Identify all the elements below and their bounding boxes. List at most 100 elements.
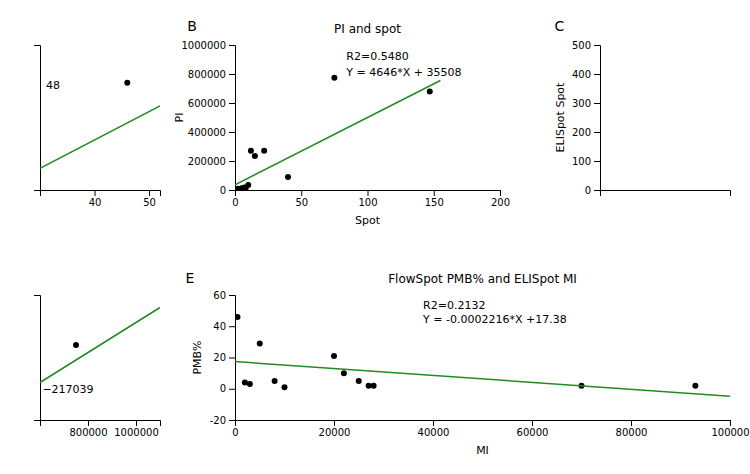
x-axis: 4050 [41,190,161,208]
y-tick-mark [229,420,235,421]
point [285,174,291,180]
y-tick: 300 [572,98,600,109]
annotation: R2=0.2132 [423,299,485,312]
x-tick-mark [334,420,335,426]
point [261,148,267,154]
y-tick-label: 0 [220,185,226,196]
x-axis [601,191,731,197]
annotation: −217039 [42,383,93,396]
point [331,75,337,81]
panel: 8000001000000 −217039 [34,296,161,439]
point [235,314,240,320]
plot-area [40,308,160,383]
y-tick: 400000 [188,127,235,138]
x-tick: 0 [232,420,238,438]
x-axis-line [41,421,161,427]
point [257,340,263,346]
panel-label: C [555,18,565,34]
x-tick-mark [631,420,632,426]
x-axis-title: Spot [355,214,381,227]
y-tick-label: 0 [220,383,226,394]
y-axis-line [34,46,41,191]
x-tick: 0 [232,190,238,208]
fit-line [40,106,160,168]
point [252,153,258,159]
y-tick: 800000 [188,69,235,80]
y-tick-label: 200000 [188,156,226,167]
x-tick: 100000 [711,420,749,438]
y-tick-mark [229,161,235,162]
x-tick: 150 [425,190,444,208]
y-tick-label: 1000000 [181,40,226,51]
y-tick-label: 300 [572,98,591,109]
annotation: 48 [46,79,60,92]
x-tick-label: 60000 [517,427,549,438]
point [247,381,253,387]
fit-line [235,81,440,185]
x-tick-label: 20000 [319,427,351,438]
plot-area [235,75,440,190]
annotation: Y = -0.0002216*X +17.38 [422,313,567,326]
x-tick-label: 100000 [711,427,749,438]
y-tick: 1000000 [181,40,235,51]
figure: 4050480501001502000200000400000600000800… [0,0,750,474]
y-tick-mark [229,103,235,104]
x-tick-mark [149,190,150,196]
x-axis: 8000001000000 [41,420,161,438]
x-tick-mark [500,190,501,196]
x-tick: 60000 [517,420,549,438]
x-tick: 800000 [69,420,107,438]
x-tick-mark [730,420,731,426]
x-axis-line [601,191,731,197]
y-tick-mark [594,190,600,191]
point [124,80,130,86]
y-tick-label: 100 [572,156,591,167]
y-axis-title: PMB% [191,340,204,374]
y-tick: 500 [572,40,600,51]
x-tick-label: 40000 [418,427,450,438]
y-tick-mark [229,45,235,46]
x-tick-mark [368,190,369,196]
x-tick: 80000 [616,420,648,438]
point [331,353,337,359]
x-tick-mark [433,420,434,426]
y-tick: 20 [213,352,235,363]
y-tick-mark [229,132,235,133]
y-tick-mark [594,132,600,133]
x-axis: 0 20000 40000 60000 80000 100000 [232,420,749,438]
y-axis-line [229,296,236,421]
panel-label: B [187,18,197,34]
y-tick-label: 60 [213,290,226,301]
y-axis-line [34,296,41,421]
y-tick-label: 400000 [188,127,226,138]
point [371,383,377,389]
y-tick-label: 500 [572,40,591,51]
y-tick-mark [229,190,235,191]
panel: 0501001502000200000400000600000800000100… [173,18,510,228]
y-axis [34,296,41,421]
panel: 0100200300400500ELISpot SpotC [554,18,731,197]
y-axis: -200204060 [210,290,236,426]
x-tick-mark [136,420,137,426]
title: FlowSpot PMB% and ELISpot MI [388,272,577,286]
annotation: R2=0.5480 [346,50,408,63]
y-axis: 0100200300400500 [572,40,601,196]
panel-label: E [186,270,195,286]
y-tick-mark [229,358,235,359]
x-tick-label: 50 [143,197,156,208]
point [341,370,347,376]
y-tick-label: 800000 [188,69,226,80]
x-tick: 50 [143,190,156,208]
point [356,378,362,384]
x-axis: 050100150200 [232,190,510,208]
x-tick-mark [301,190,302,196]
point [73,342,79,348]
point [427,88,433,94]
x-tick-mark [95,190,96,196]
y-axis-title: PI [173,113,186,123]
y-tick: 0 [220,383,235,394]
x-tick-label: 100 [358,197,377,208]
y-axis-line [594,46,601,191]
x-tick: 200 [491,190,510,208]
x-tick-label: 0 [232,427,238,438]
